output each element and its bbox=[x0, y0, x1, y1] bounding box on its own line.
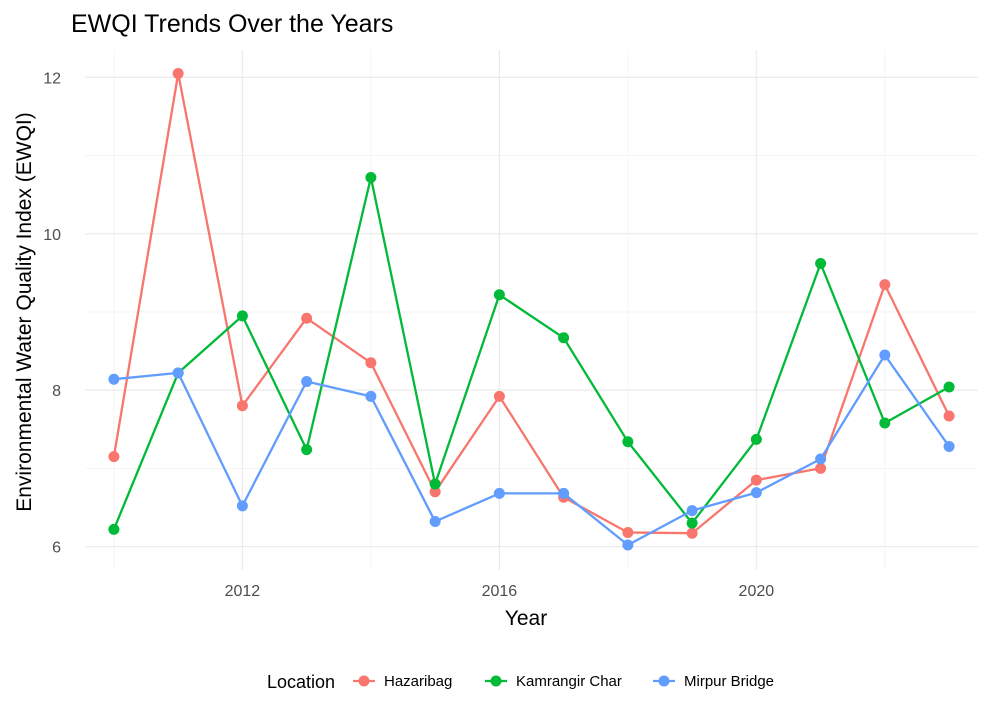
data-point-hazaribag bbox=[622, 526, 634, 538]
data-point-mirpur-bridge bbox=[879, 349, 891, 361]
legend-item-mirpur-bridge: Mirpur Bridge bbox=[653, 673, 774, 690]
data-point-mirpur-bridge bbox=[686, 505, 698, 517]
data-point-kamrangir-char bbox=[301, 444, 313, 456]
data-point-mirpur-bridge bbox=[236, 500, 248, 512]
legend-label: Hazaribag bbox=[384, 673, 452, 690]
data-point-kamrangir-char bbox=[622, 436, 634, 448]
data-point-mirpur-bridge bbox=[750, 487, 762, 499]
data-point-kamrangir-char bbox=[686, 517, 698, 529]
data-point-hazaribag bbox=[108, 451, 120, 463]
data-point-mirpur-bridge bbox=[815, 453, 827, 465]
data-point-hazaribag bbox=[686, 527, 698, 539]
data-point-kamrangir-char bbox=[108, 523, 120, 535]
data-point-mirpur-bridge bbox=[429, 516, 441, 528]
data-point-hazaribag bbox=[429, 486, 441, 498]
legend-key-point bbox=[658, 675, 670, 687]
y-tick-label: 6 bbox=[52, 540, 61, 557]
data-point-hazaribag bbox=[236, 400, 248, 412]
x-tick-label: 2012 bbox=[225, 583, 261, 600]
series-hazaribag bbox=[108, 67, 955, 539]
x-axis-ticks: 2012 2016 2020 bbox=[225, 583, 775, 600]
series-line-mirpur-bridge bbox=[113, 353, 951, 547]
legend-key-point bbox=[490, 675, 502, 687]
data-point-hazaribag bbox=[815, 462, 827, 474]
data-point-kamrangir-char bbox=[236, 310, 248, 322]
legend: Location Hazaribag Kamrangir Char Mirpur B… bbox=[267, 672, 774, 692]
data-point-mirpur-bridge bbox=[493, 487, 505, 499]
data-point-mirpur-bridge bbox=[172, 367, 184, 379]
grid bbox=[85, 50, 978, 570]
legend-label: Kamrangir Char bbox=[516, 673, 622, 690]
data-point-hazaribag bbox=[493, 390, 505, 402]
data-point-kamrangir-char bbox=[879, 417, 891, 429]
y-axis-ticks: 6 8 10 12 bbox=[43, 70, 61, 556]
y-tick-label: 10 bbox=[43, 227, 61, 244]
series-layer bbox=[108, 67, 955, 551]
x-axis-title: Year bbox=[505, 607, 547, 630]
data-point-kamrangir-char bbox=[365, 171, 377, 183]
data-point-kamrangir-char bbox=[750, 433, 762, 445]
legend-item-kamrangir-char: Kamrangir Char bbox=[485, 673, 622, 690]
data-point-kamrangir-char bbox=[429, 478, 441, 490]
data-point-mirpur-bridge bbox=[558, 487, 570, 499]
data-point-hazaribag bbox=[943, 410, 955, 422]
data-point-kamrangir-char bbox=[943, 381, 955, 393]
chart-title: EWQI Trends Over the Years bbox=[71, 10, 393, 38]
data-point-hazaribag bbox=[301, 312, 313, 324]
data-point-kamrangir-char bbox=[493, 289, 505, 301]
x-tick-label: 2016 bbox=[482, 583, 518, 600]
legend-item-hazaribag: Hazaribag bbox=[353, 673, 452, 690]
data-point-hazaribag bbox=[172, 67, 184, 79]
y-axis-title: Environmental Water Quality Index (EWQI) bbox=[13, 112, 36, 512]
series-kamrangir-char bbox=[108, 171, 955, 535]
series-line-hazaribag bbox=[112, 72, 951, 535]
data-point-mirpur-bridge bbox=[943, 440, 955, 452]
legend-label: Mirpur Bridge bbox=[684, 673, 774, 690]
legend-title: Location bbox=[267, 672, 335, 692]
series-line-kamrangir-char bbox=[112, 176, 950, 530]
data-point-hazaribag bbox=[365, 357, 377, 369]
data-point-mirpur-bridge bbox=[301, 376, 313, 388]
data-point-kamrangir-char bbox=[558, 332, 570, 344]
legend-key-point bbox=[358, 675, 370, 687]
y-tick-label: 12 bbox=[43, 70, 61, 87]
data-point-hazaribag bbox=[750, 474, 762, 486]
data-point-mirpur-bridge bbox=[365, 390, 377, 402]
series-mirpur-bridge bbox=[108, 349, 955, 551]
y-tick-label: 8 bbox=[52, 383, 61, 400]
x-tick-label: 2020 bbox=[739, 583, 775, 600]
data-point-hazaribag bbox=[879, 279, 891, 291]
data-point-mirpur-bridge bbox=[622, 539, 634, 551]
data-point-kamrangir-char bbox=[815, 257, 827, 269]
data-point-mirpur-bridge bbox=[108, 373, 120, 385]
